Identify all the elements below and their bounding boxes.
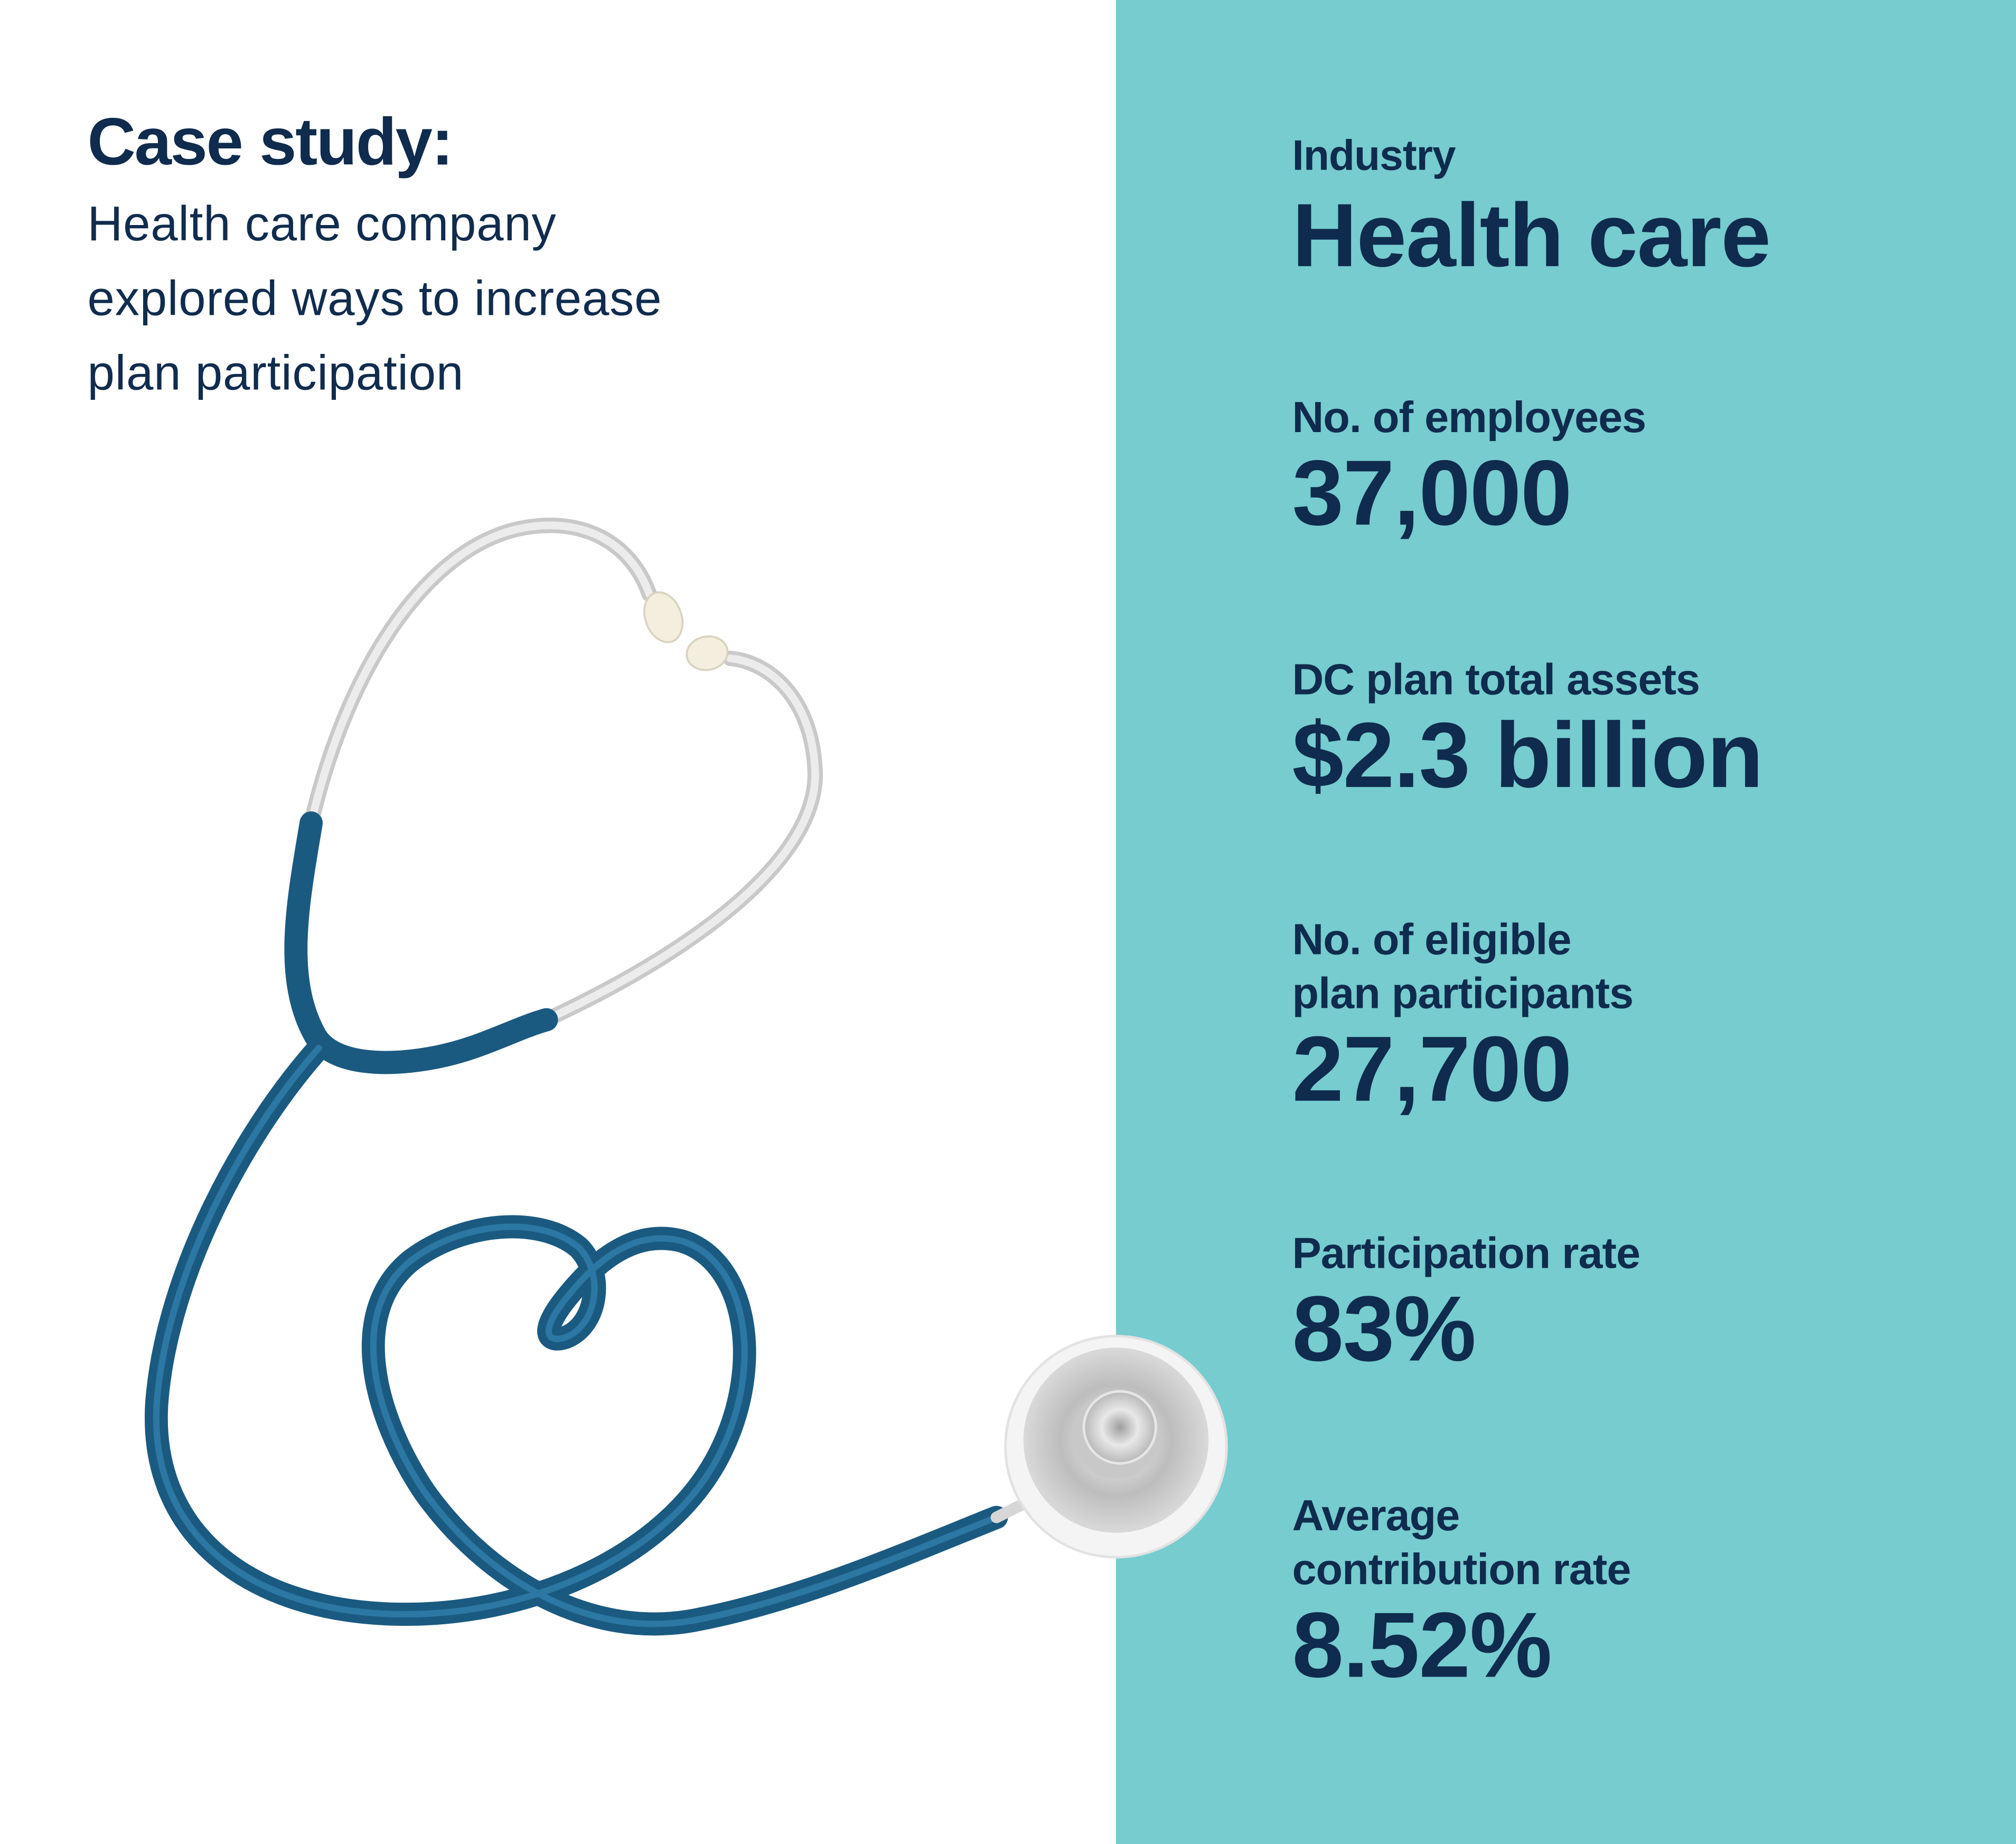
stat-eligible-participants: No. of eligible plan participants 27,700 (1292, 913, 1634, 1121)
main-tubing (145, 811, 1041, 1636)
stat-value: 27,700 (1292, 1018, 1572, 1121)
stat-value: 37,000 (1292, 442, 1572, 546)
stats-panel (1115, 0, 2016, 1844)
case-study-intro: Case study: Health care company explored… (88, 103, 1065, 411)
stat-industry: Industry Health care (1292, 128, 1771, 288)
binaural-tubes (303, 518, 823, 1028)
stat-participation-rate: Participation rate 83% (1292, 1227, 1640, 1378)
stat-label: No. of eligible plan participants (1292, 915, 1634, 1019)
stat-label: No. of employees (1292, 393, 1646, 443)
subtitle-line: plan participation (87, 347, 464, 401)
stat-value: 8.52% (1292, 1594, 1552, 1698)
case-study-title: Case study: (87, 105, 454, 180)
stat-value: 83% (1292, 1278, 1476, 1381)
chest-piece (1004, 1334, 1228, 1559)
stat-employees: No. of employees 37,000 (1292, 391, 1646, 542)
stat-label: Participation rate (1292, 1229, 1640, 1278)
stat-value: $2.3 billion (1292, 705, 1763, 808)
stat-total-assets: DC plan total assets $2.3 billion (1292, 653, 1763, 808)
stat-label: Industry (1292, 131, 1456, 179)
stat-contribution-rate: Average contribution rate 8.52% (1292, 1489, 1631, 1698)
stat-label: Average contribution rate (1292, 1491, 1631, 1595)
stat-label: DC plan total assets (1292, 656, 1700, 705)
case-study-subtitle: Health care company explored ways to inc… (88, 188, 1065, 411)
stat-value: Health care (1292, 185, 1771, 286)
subtitle-line: Health care company (87, 198, 557, 252)
subtitle-line: explored ways to increase (87, 273, 662, 327)
ear-tips (643, 591, 729, 671)
